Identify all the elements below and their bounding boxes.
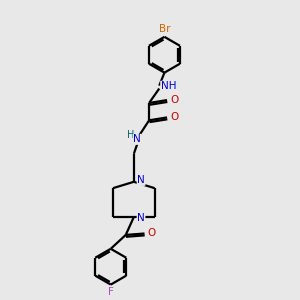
- Text: O: O: [147, 229, 155, 238]
- Text: F: F: [108, 287, 114, 297]
- Text: NH: NH: [161, 81, 176, 91]
- Text: N: N: [137, 176, 145, 185]
- Text: Br: Br: [159, 24, 170, 34]
- Text: H: H: [127, 130, 135, 140]
- Text: O: O: [170, 95, 178, 105]
- Text: O: O: [170, 112, 178, 122]
- Text: N: N: [134, 134, 141, 144]
- Text: N: N: [137, 214, 145, 224]
